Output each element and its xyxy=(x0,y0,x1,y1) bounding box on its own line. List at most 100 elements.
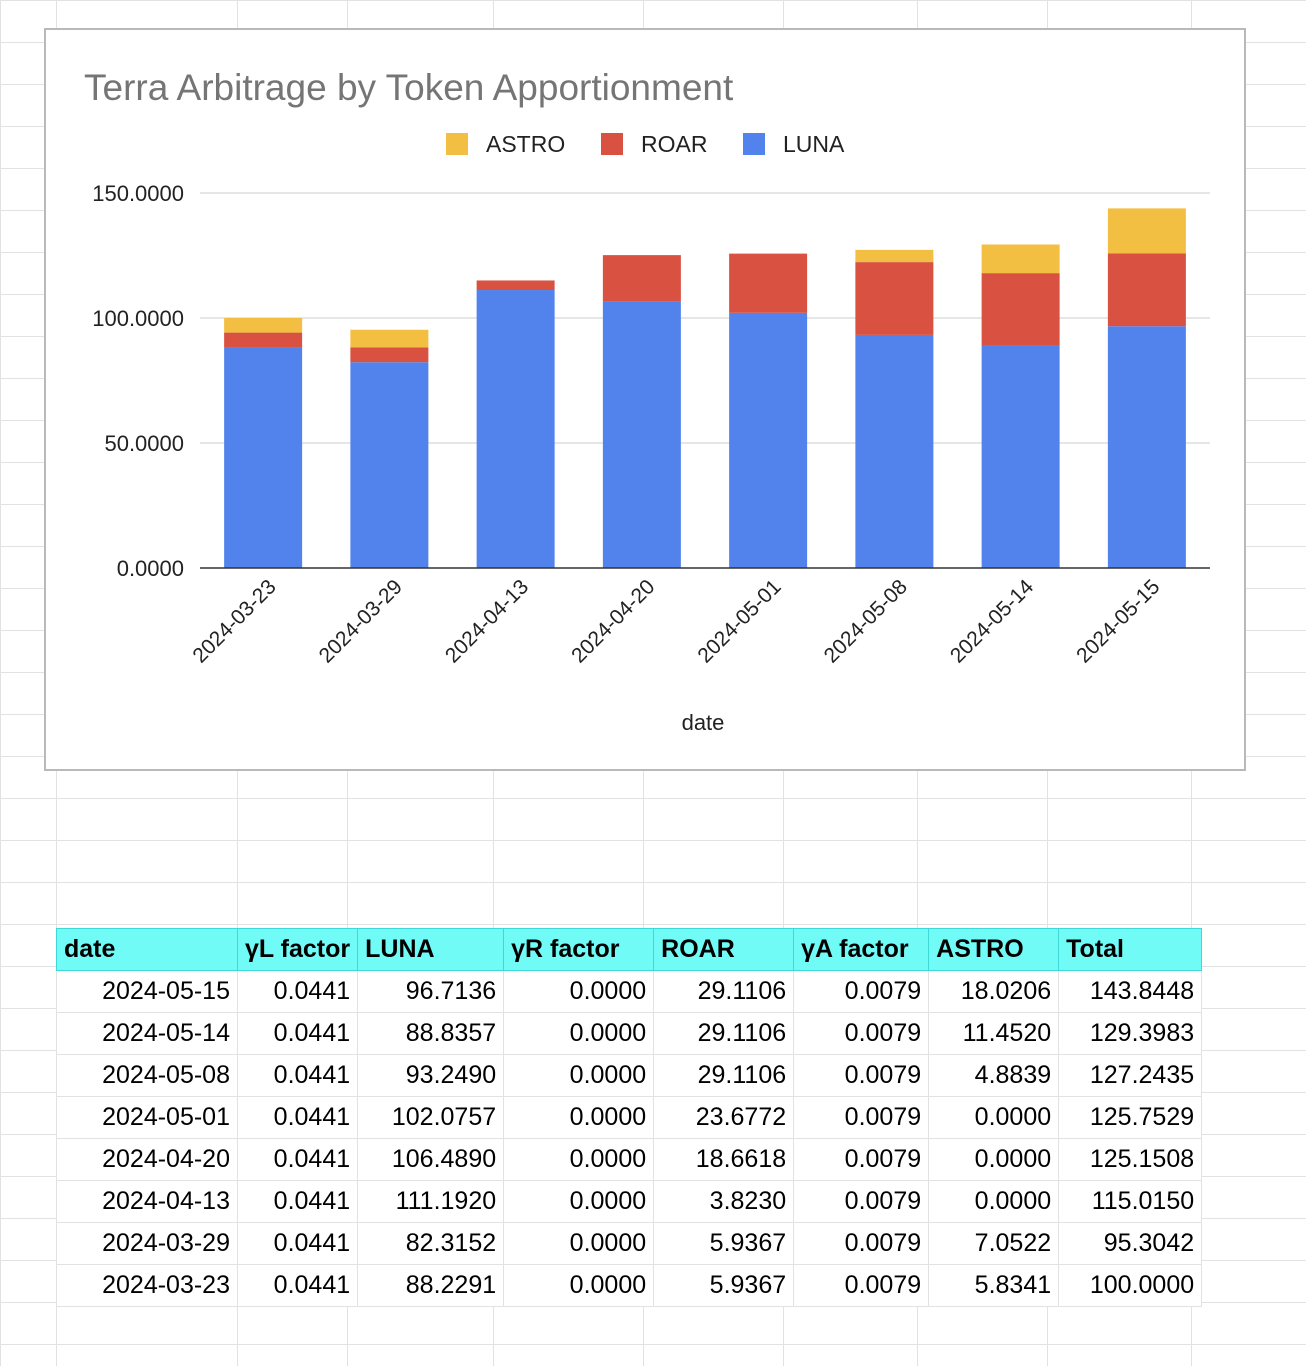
table-cell[interactable]: 0.0441 xyxy=(237,1264,359,1307)
table-cell[interactable]: 0.0441 xyxy=(237,1096,359,1139)
table-cell[interactable]: 0.0000 xyxy=(503,1264,655,1307)
bar-astro xyxy=(855,249,934,263)
table-row: 2024-03-29 0.0441 82.3152 0.0000 5.9367 0.007… xyxy=(56,1222,1203,1265)
table-cell[interactable]: 0.0441 xyxy=(237,1012,359,1055)
table-cell[interactable]: 0.0079 xyxy=(793,1054,930,1097)
table-cell[interactable]: 29.1106 xyxy=(653,1012,795,1055)
table-cell[interactable]: 143.8448 xyxy=(1058,970,1203,1013)
table-cell[interactable]: 0.0079 xyxy=(793,1096,930,1139)
table-cell[interactable]: 0.0000 xyxy=(503,1096,655,1139)
table-cell[interactable]: 29.1106 xyxy=(653,970,795,1013)
column-header[interactable]: date xyxy=(56,928,238,971)
chart-container[interactable]: Terra Arbitrage by Token Apportionment AS… xyxy=(44,28,1246,771)
bar-luna xyxy=(476,290,555,568)
table-cell[interactable]: 0.0441 xyxy=(237,1180,359,1223)
y-tick-label: 50.0000 xyxy=(104,431,184,456)
bar-luna xyxy=(602,301,681,568)
table-cell[interactable]: 3.8230 xyxy=(653,1180,795,1223)
table-cell[interactable]: 18.6618 xyxy=(653,1138,795,1181)
table-cell[interactable]: 0.0000 xyxy=(503,1138,655,1181)
bar-roar xyxy=(476,280,555,291)
table-cell[interactable]: 82.3152 xyxy=(357,1222,505,1265)
table-cell[interactable]: 95.3042 xyxy=(1058,1222,1203,1265)
x-tick-label: 2024-03-29 xyxy=(315,575,407,667)
x-tick-label: 2024-05-01 xyxy=(693,575,785,667)
table-cell[interactable]: 0.0441 xyxy=(237,970,359,1013)
table-cell[interactable]: 106.4890 xyxy=(357,1138,505,1181)
column-header[interactable]: LUNA xyxy=(357,928,505,971)
bar-luna xyxy=(981,345,1060,568)
table-cell[interactable]: 2024-05-08 xyxy=(56,1054,238,1097)
table-cell[interactable]: 11.4520 xyxy=(928,1012,1060,1055)
table-cell[interactable]: 88.8357 xyxy=(357,1012,505,1055)
column-header[interactable]: ROAR xyxy=(653,928,795,971)
table-cell[interactable]: 129.3983 xyxy=(1058,1012,1203,1055)
x-tick-label: 2024-03-23 xyxy=(188,575,280,667)
table-cell[interactable]: 0.0079 xyxy=(793,970,930,1013)
table-row: 2024-04-13 0.0441 111.1920 0.0000 3.8230 0.00… xyxy=(56,1180,1203,1223)
table-cell[interactable]: 0.0079 xyxy=(793,1264,930,1307)
table-row: 2024-05-15 0.0441 96.7136 0.0000 29.1106 0.00… xyxy=(56,970,1203,1013)
table-cell[interactable]: 29.1106 xyxy=(653,1054,795,1097)
table-cell[interactable]: 0.0000 xyxy=(503,970,655,1013)
table-cell[interactable]: 115.0150 xyxy=(1058,1180,1203,1223)
table-cell[interactable]: 0.0000 xyxy=(928,1138,1060,1181)
table-cell[interactable]: 2024-05-14 xyxy=(56,1012,238,1055)
table-cell[interactable]: 0.0441 xyxy=(237,1054,359,1097)
table-cell[interactable]: 0.0441 xyxy=(237,1222,359,1265)
bar-roar xyxy=(729,253,808,313)
table-cell[interactable]: 0.0079 xyxy=(793,1222,930,1265)
column-header[interactable]: Total xyxy=(1058,928,1203,971)
bar-luna xyxy=(224,347,303,568)
table-cell[interactable]: 18.0206 xyxy=(928,970,1060,1013)
table-cell[interactable]: 5.8341 xyxy=(928,1264,1060,1307)
column-header[interactable]: γR factor xyxy=(503,928,655,971)
table-cell[interactable]: 0.0079 xyxy=(793,1012,930,1055)
column-header[interactable]: ASTRO xyxy=(928,928,1060,971)
table-cell[interactable]: 100.0000 xyxy=(1058,1264,1203,1307)
table-cell[interactable]: 0.0079 xyxy=(793,1180,930,1223)
table-row: 2024-05-08 0.0441 93.2490 0.0000 29.1106 0.00… xyxy=(56,1054,1203,1097)
table-cell[interactable]: 96.7136 xyxy=(357,970,505,1013)
table-cell[interactable]: 102.0757 xyxy=(357,1096,505,1139)
legend-label-roar: ROAR xyxy=(641,131,707,157)
table-cell[interactable]: 5.9367 xyxy=(653,1264,795,1307)
x-tick-label: 2024-05-08 xyxy=(820,575,912,667)
table-cell[interactable]: 0.0000 xyxy=(503,1054,655,1097)
table-cell[interactable]: 4.8839 xyxy=(928,1054,1060,1097)
y-tick-label: 150.0000 xyxy=(92,181,184,206)
table-cell[interactable]: 0.0079 xyxy=(793,1138,930,1181)
table-cell[interactable]: 0.0000 xyxy=(928,1096,1060,1139)
table-cell[interactable]: 125.7529 xyxy=(1058,1096,1203,1139)
table-cell[interactable]: 0.0000 xyxy=(503,1222,655,1265)
table-cell[interactable]: 2024-05-15 xyxy=(56,970,238,1013)
table-cell[interactable]: 0.0441 xyxy=(237,1138,359,1181)
table-cell[interactable]: 93.2490 xyxy=(357,1054,505,1097)
bar-roar xyxy=(602,255,681,302)
bar-roar xyxy=(1107,253,1186,327)
table-cell[interactable]: 0.0000 xyxy=(503,1012,655,1055)
x-tick-label: 2024-04-20 xyxy=(567,575,659,667)
table-cell[interactable]: 0.0000 xyxy=(503,1180,655,1223)
table-body: 2024-05-15 0.0441 96.7136 0.0000 29.1106 0.00… xyxy=(56,970,1203,1307)
table-cell[interactable]: 2024-05-01 xyxy=(56,1096,238,1139)
x-tick-label: 2024-05-14 xyxy=(946,575,1038,667)
table-cell[interactable]: 2024-04-20 xyxy=(56,1138,238,1181)
table-cell[interactable]: 7.0522 xyxy=(928,1222,1060,1265)
table-cell[interactable]: 23.6772 xyxy=(653,1096,795,1139)
column-header[interactable]: γA factor xyxy=(793,928,930,971)
table-cell[interactable]: 2024-03-23 xyxy=(56,1264,238,1307)
table-cell[interactable]: 125.1508 xyxy=(1058,1138,1203,1181)
y-tick-label: 0.0000 xyxy=(117,556,184,581)
table-cell[interactable]: 2024-03-29 xyxy=(56,1222,238,1265)
table-cell[interactable]: 0.0000 xyxy=(928,1180,1060,1223)
column-header[interactable]: γL factor xyxy=(237,928,359,971)
table-row: 2024-03-23 0.0441 88.2291 0.0000 5.9367 0.007… xyxy=(56,1264,1203,1307)
table-cell[interactable]: 5.9367 xyxy=(653,1222,795,1265)
table-cell[interactable]: 88.2291 xyxy=(357,1264,505,1307)
table-cell[interactable]: 111.1920 xyxy=(357,1180,505,1223)
table-cell[interactable]: 127.2435 xyxy=(1058,1054,1203,1097)
x-tick-label: 2024-05-15 xyxy=(1072,575,1164,667)
bar-roar xyxy=(350,347,429,363)
table-cell[interactable]: 2024-04-13 xyxy=(56,1180,238,1223)
